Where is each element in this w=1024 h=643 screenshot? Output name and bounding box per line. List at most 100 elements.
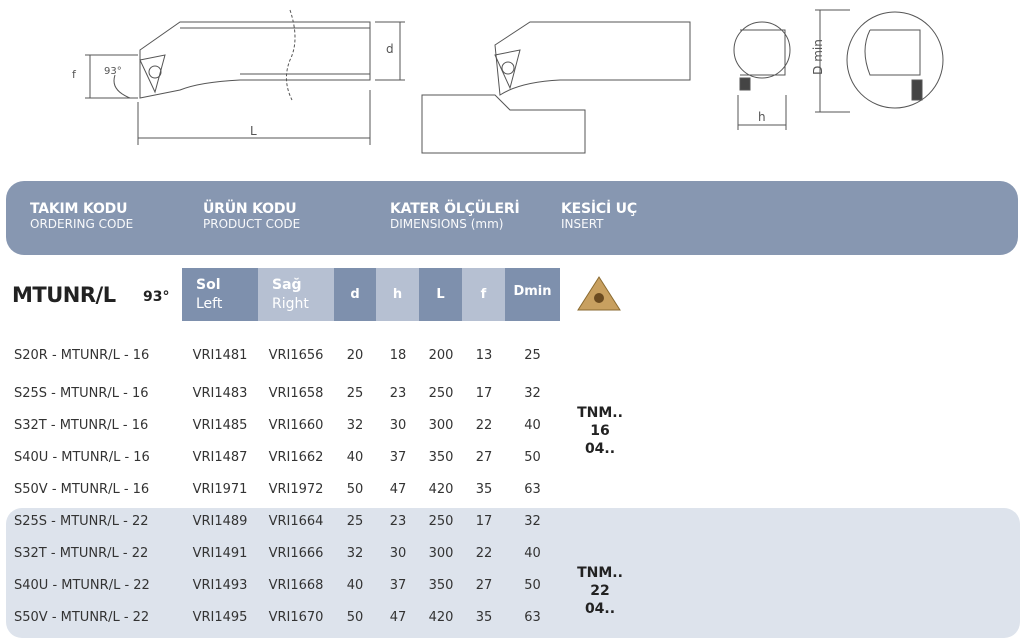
cell-dmin: 63 <box>524 482 541 497</box>
cell-h: 37 <box>389 578 407 593</box>
cell-code: S25S - MTUNR/L - 16 <box>14 386 149 401</box>
col-h: h <box>376 268 419 321</box>
cell-d: 40 <box>346 450 364 465</box>
cell-sag: VRI1658 <box>268 386 324 401</box>
cell-dmin: 40 <box>524 418 541 433</box>
insert-group-16: TNM.. 16 04.. <box>577 405 623 457</box>
col-sol-left: Sol Left <box>182 268 258 321</box>
product-title: MTUNR/L <box>12 283 116 307</box>
header-product-code: ÜRÜN KODU PRODUCT CODE <box>203 201 301 231</box>
dim-h-label: h <box>758 110 766 124</box>
cell-L: 420 <box>428 610 454 625</box>
cell-d: 50 <box>346 610 364 625</box>
technical-drawings <box>85 9 944 154</box>
cell-d: 20 <box>346 348 364 363</box>
cell-sol: VRI1483 <box>192 386 248 401</box>
cell-f: 17 <box>475 386 493 401</box>
side-view-drawing <box>85 9 405 145</box>
cell-f: 22 <box>475 546 493 561</box>
table-row: S40U - MTUNR/L - 16 VRI1487 VRI1662 40 37 350… <box>0 450 700 470</box>
col-f: f <box>462 268 505 321</box>
dim-dmin-label: D min <box>810 39 825 75</box>
dim-L-label: L <box>250 124 257 138</box>
product-angle: 93° <box>143 289 170 305</box>
cell-L: 200 <box>428 348 454 363</box>
table-row: S40U - MTUNR/L - 22 VRI1493 VRI1668 40 37 350… <box>0 578 700 598</box>
cell-dmin: 50 <box>524 450 541 465</box>
table-row: S32T - MTUNR/L - 16 VRI1485 VRI1660 32 30 300… <box>0 418 700 438</box>
cell-f: 22 <box>475 418 493 433</box>
cell-f: 27 <box>475 450 493 465</box>
table-row: S32T - MTUNR/L - 22 VRI1491 VRI1666 32 30 300… <box>0 546 700 566</box>
col-sag-right: Sağ Right <box>258 268 334 321</box>
insert-triangle-icon <box>577 276 621 311</box>
cell-code: S32T - MTUNR/L - 22 <box>14 546 149 561</box>
dim-d-label: d <box>386 42 394 56</box>
top-view-drawing <box>421 21 691 154</box>
cell-sag: VRI1666 <box>268 546 324 561</box>
cell-h: 47 <box>389 610 407 625</box>
cell-dmin: 25 <box>524 348 541 363</box>
cell-sol: VRI1481 <box>192 348 248 363</box>
cell-h: 23 <box>389 386 407 401</box>
table-row: S50V - MTUNR/L - 16 VRI1971 VRI1972 50 47 420… <box>0 482 700 502</box>
cell-sag: VRI1664 <box>268 514 324 529</box>
cell-sol: VRI1495 <box>192 610 248 625</box>
col-dmin: Dmin <box>505 268 560 321</box>
cell-sol: VRI1971 <box>192 482 248 497</box>
cell-h: 18 <box>389 348 407 363</box>
table-row: S20R - MTUNR/L - 16 VRI1481 VRI1656 20 18 200… <box>0 348 700 368</box>
header-bar: TAKIM KODU ORDERING CODE ÜRÜN KODU PRODUCT… <box>6 181 1018 255</box>
cell-d: 32 <box>346 418 364 433</box>
cell-h: 30 <box>389 546 407 561</box>
table-row: S25S - MTUNR/L - 16 VRI1483 VRI1658 25 23 250… <box>0 386 700 406</box>
cell-L: 300 <box>428 418 454 433</box>
insert-group-22: TNM.. 22 04.. <box>577 565 623 617</box>
cell-f: 35 <box>475 610 493 625</box>
col-d: d <box>334 268 376 321</box>
cell-f: 35 <box>475 482 493 497</box>
cell-sol: VRI1485 <box>192 418 248 433</box>
cell-f: 27 <box>475 578 493 593</box>
cell-h: 37 <box>389 450 407 465</box>
cell-f: 13 <box>475 348 493 363</box>
cell-h: 47 <box>389 482 407 497</box>
cell-sag: VRI1660 <box>268 418 324 433</box>
header-ordering-code: TAKIM KODU ORDERING CODE <box>30 201 134 231</box>
cell-d: 25 <box>346 386 364 401</box>
cell-dmin: 50 <box>524 578 541 593</box>
cell-code: S32T - MTUNR/L - 16 <box>14 418 149 433</box>
end-view-drawing <box>733 9 944 130</box>
col-L: L <box>419 268 462 321</box>
cell-sag: VRI1972 <box>268 482 324 497</box>
cell-sol: VRI1487 <box>192 450 248 465</box>
cell-sol: VRI1493 <box>192 578 248 593</box>
cell-dmin: 63 <box>524 610 541 625</box>
cell-code: S20R - MTUNR/L - 16 <box>14 348 150 363</box>
cell-d: 32 <box>346 546 364 561</box>
cell-d: 50 <box>346 482 364 497</box>
group-22-band <box>6 508 1020 638</box>
cell-sol: VRI1489 <box>192 514 248 529</box>
dim-f-label: f <box>72 68 76 81</box>
cell-sag: VRI1670 <box>268 610 324 625</box>
cell-L: 250 <box>428 514 454 529</box>
cell-sag: VRI1656 <box>268 348 324 363</box>
cell-dmin: 32 <box>524 514 541 529</box>
cell-f: 17 <box>475 514 493 529</box>
cell-h: 30 <box>389 418 407 433</box>
cell-L: 350 <box>428 450 454 465</box>
cell-L: 350 <box>428 578 454 593</box>
header-insert: KESİCİ UÇ INSERT <box>561 201 637 231</box>
cell-sag: VRI1662 <box>268 450 324 465</box>
cell-L: 420 <box>428 482 454 497</box>
cell-L: 250 <box>428 386 454 401</box>
table-row: S50V - MTUNR/L - 22 VRI1495 VRI1670 50 47 420… <box>0 610 700 630</box>
cell-d: 25 <box>346 514 364 529</box>
dim-angle-label: 93° <box>104 66 122 77</box>
header-dimensions: KATER ÖLÇÜLERİ DIMENSIONS (mm) <box>390 201 520 231</box>
table-row: S25S - MTUNR/L - 22 VRI1489 VRI1664 25 23 250… <box>0 514 700 534</box>
cell-sag: VRI1668 <box>268 578 324 593</box>
cell-dmin: 32 <box>524 386 541 401</box>
cell-code: S25S - MTUNR/L - 22 <box>14 514 149 529</box>
